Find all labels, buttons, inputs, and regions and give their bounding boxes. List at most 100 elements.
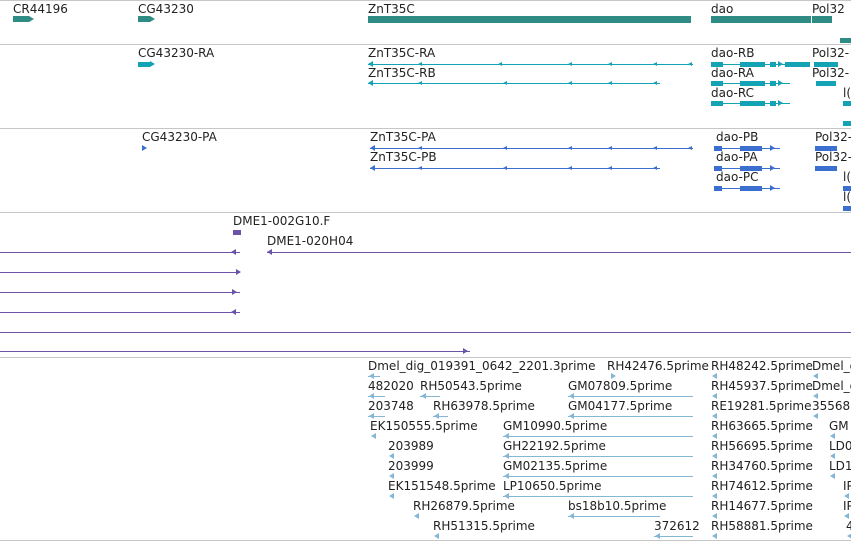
est-line[interactable]: [433, 416, 448, 417]
protein-glyph[interactable]: [815, 145, 837, 151]
est-arrow[interactable]: [434, 533, 439, 539]
est-label[interactable]: Dmel_dig_019391_0642_2201.3prime: [368, 359, 596, 373]
clone-arrow[interactable]: [231, 249, 236, 255]
est-arrow[interactable]: [369, 373, 374, 379]
transcript-label[interactable]: l(2: [843, 86, 851, 100]
protein-label[interactable]: Pol32-: [815, 150, 851, 164]
transcript-exon[interactable]: [770, 80, 776, 86]
transcript-exon[interactable]: [418, 81, 422, 85]
est-label[interactable]: GM: [829, 419, 849, 433]
transcript-exon[interactable]: [608, 81, 612, 85]
transcript-exon[interactable]: [740, 80, 765, 86]
gene-label[interactable]: CR44196: [13, 2, 68, 16]
transcript-exon[interactable]: [711, 80, 723, 86]
transcript-exon[interactable]: [568, 81, 572, 85]
est-arrow[interactable]: [569, 393, 574, 399]
clone-label[interactable]: DME1-002G10.F: [233, 214, 331, 228]
est-line[interactable]: [368, 376, 380, 377]
transcript-exon[interactable]: [711, 100, 723, 106]
transcript-exon[interactable]: [653, 62, 657, 66]
est-line[interactable]: [568, 416, 693, 417]
gene-label[interactable]: dao: [711, 2, 734, 16]
transcript-arrow[interactable]: [368, 80, 373, 86]
protein-exon[interactable]: [714, 145, 722, 151]
est-arrow[interactable]: [421, 393, 426, 399]
protein-intron[interactable]: [370, 168, 660, 169]
transcript-exon[interactable]: [770, 100, 776, 106]
est-label[interactable]: RH51315.5prime: [433, 519, 535, 533]
est-line[interactable]: [420, 396, 440, 397]
est-line[interactable]: [503, 476, 693, 477]
est-label[interactable]: Dmel_d: [812, 359, 851, 373]
protein-exon[interactable]: [653, 166, 657, 170]
transcript-exon[interactable]: [785, 61, 810, 67]
est-label[interactable]: 35568: [812, 399, 851, 413]
est-arrow[interactable]: [830, 473, 835, 479]
protein-exon[interactable]: [714, 185, 722, 191]
clone-arrow[interactable]: [463, 348, 468, 354]
clone-line[interactable]: [0, 272, 240, 273]
clone-arrow[interactable]: [232, 289, 237, 295]
est-label[interactable]: RH42476.5prime: [607, 359, 709, 373]
est-line[interactable]: [503, 436, 693, 437]
transcript-exon[interactable]: [740, 100, 765, 106]
protein-exon[interactable]: [740, 165, 762, 171]
transcript-exon[interactable]: [503, 81, 507, 85]
protein-label[interactable]: dao-PC: [716, 170, 759, 184]
est-arrow[interactable]: [504, 493, 509, 499]
gene-glyph[interactable]: [368, 15, 691, 23]
protein-label[interactable]: l(: [843, 170, 851, 184]
est-arrow[interactable]: [712, 413, 717, 419]
clone-line[interactable]: [0, 332, 851, 333]
est-line[interactable]: [503, 496, 693, 497]
protein-exon[interactable]: [503, 166, 507, 170]
est-label[interactable]: LP10650.5prime: [503, 479, 602, 493]
transcript-label[interactable]: ZnT35C-RB: [368, 66, 436, 80]
gene-glyph[interactable]: [13, 16, 29, 22]
est-label[interactable]: 372612: [654, 519, 700, 533]
transcript-arrow[interactable]: [778, 80, 783, 86]
est-arrow[interactable]: [389, 493, 394, 499]
protein-exon[interactable]: [418, 166, 422, 170]
transcript-exon[interactable]: [498, 62, 502, 66]
protein-arrow[interactable]: [142, 145, 147, 151]
est-label[interactable]: RE19281.5prime: [711, 399, 812, 413]
est-arrow[interactable]: [434, 413, 439, 419]
est-arrow[interactable]: [712, 453, 717, 459]
est-label[interactable]: EK150555.5prime: [370, 419, 478, 433]
est-label[interactable]: EK151548.5prime: [388, 479, 496, 493]
clone-line[interactable]: [0, 351, 470, 352]
est-label[interactable]: Dmel_d: [812, 379, 851, 393]
clone-line[interactable]: [0, 292, 240, 293]
gene-arrow[interactable]: [29, 16, 34, 22]
est-line[interactable]: [368, 416, 385, 417]
transcript-label[interactable]: CG43230-RA: [138, 46, 215, 60]
clone-line[interactable]: [0, 312, 240, 313]
est-label[interactable]: IP: [843, 479, 851, 493]
protein-intron[interactable]: [370, 148, 693, 149]
est-label[interactable]: RH63665.5prime: [711, 419, 813, 433]
protein-label[interactable]: dao-PA: [716, 150, 758, 164]
est-arrow[interactable]: [371, 433, 376, 439]
est-label[interactable]: IP: [843, 499, 851, 513]
est-label[interactable]: RH14677.5prime: [711, 499, 813, 513]
transcript-exon[interactable]: [608, 62, 612, 66]
protein-label[interactable]: ZnT35C-PA: [370, 130, 436, 144]
est-arrow[interactable]: [504, 433, 509, 439]
est-label[interactable]: 482020: [368, 379, 414, 393]
transcript-exon[interactable]: [653, 81, 657, 85]
clone-arrow[interactable]: [231, 309, 236, 315]
protein-exon[interactable]: [418, 146, 422, 150]
est-label[interactable]: 203999: [388, 459, 434, 473]
est-arrow[interactable]: [712, 373, 717, 379]
protein-exon[interactable]: [688, 146, 692, 150]
est-arrow[interactable]: [847, 533, 851, 539]
est-arrow[interactable]: [504, 453, 509, 459]
protein-label[interactable]: Pol32-: [815, 130, 851, 144]
gene-label[interactable]: ZnT35C: [368, 2, 415, 16]
est-arrow[interactable]: [813, 393, 818, 399]
protein-glyph[interactable]: [815, 165, 837, 171]
est-label[interactable]: RH48242.5prime: [711, 359, 813, 373]
clone-glyph[interactable]: [233, 229, 241, 235]
transcript-exon[interactable]: [711, 61, 723, 67]
